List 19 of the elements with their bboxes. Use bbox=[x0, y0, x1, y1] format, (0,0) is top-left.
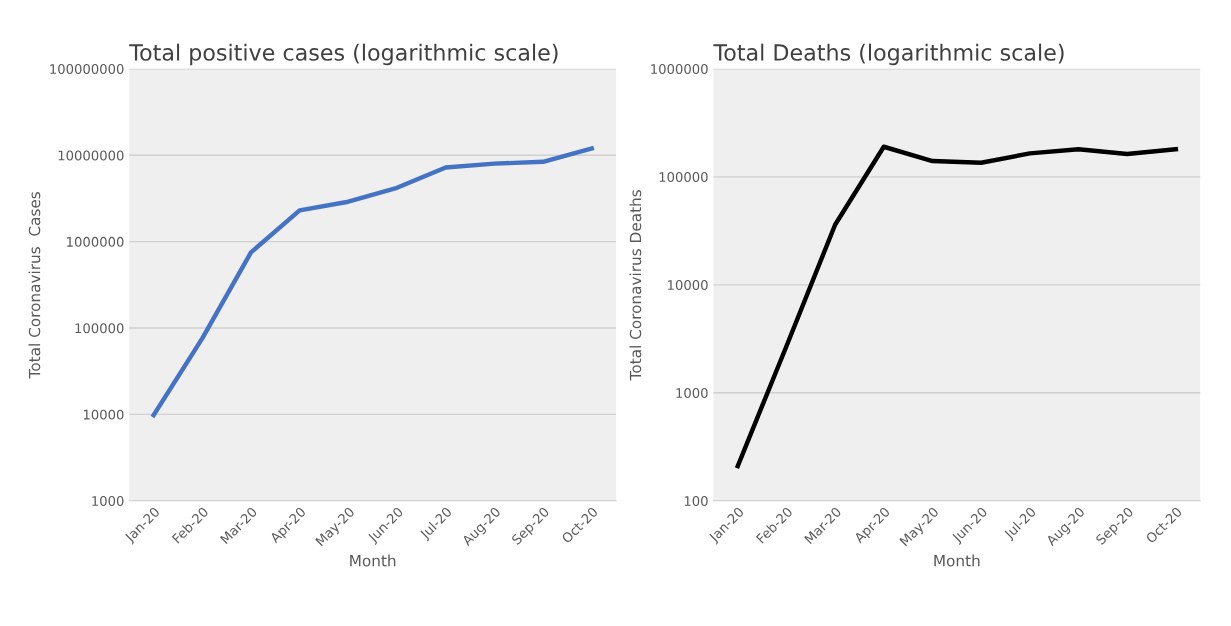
line-series bbox=[735, 144, 1179, 469]
y-tick-label: 100000000 bbox=[50, 64, 124, 75]
y-tick-label: 1000 bbox=[676, 388, 708, 399]
y-tick-label: 100000 bbox=[659, 172, 708, 183]
x-axis-title: Month bbox=[350, 554, 396, 567]
chart-title: Total Deaths (logarithmic scale) bbox=[713, 43, 1064, 66]
y-tick-label: 1000000 bbox=[67, 236, 124, 247]
y-tick-label: 10000 bbox=[668, 280, 708, 291]
line-series bbox=[151, 146, 594, 418]
y-axis-title: Total Coronavirus Cases bbox=[28, 192, 41, 379]
y-tick-label: 1000 bbox=[92, 496, 124, 506]
y-tick-label: 100 bbox=[684, 496, 708, 506]
y-tick-label: 10000 bbox=[83, 409, 124, 420]
x-axis-title: Month bbox=[934, 554, 980, 567]
y-tick-label: 10000000 bbox=[58, 150, 124, 161]
y-tick-label: 1000000 bbox=[651, 64, 708, 75]
chart-title: Total positive cases (logarithmic scale) bbox=[129, 43, 558, 66]
y-tick-label: 100000 bbox=[75, 323, 124, 334]
y-axis-title: Total Coronavirus Deaths bbox=[629, 190, 642, 381]
